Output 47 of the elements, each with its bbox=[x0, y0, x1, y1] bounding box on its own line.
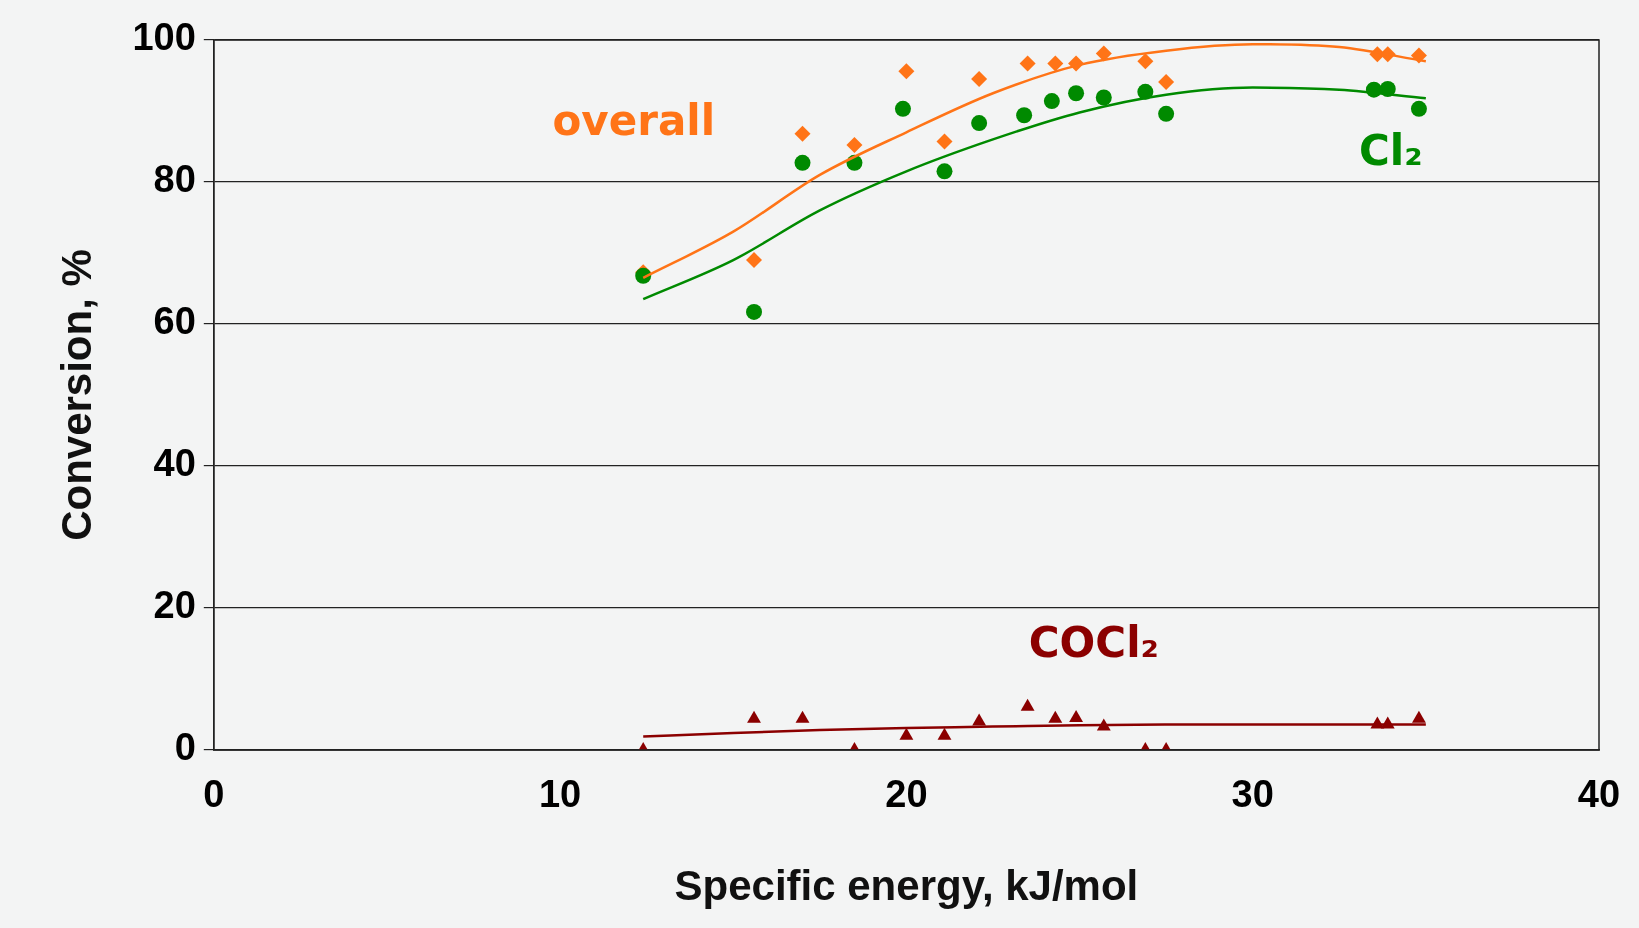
y-tick-label: 100 bbox=[132, 16, 196, 59]
point bbox=[936, 133, 953, 150]
point bbox=[746, 252, 763, 269]
point bbox=[899, 727, 914, 740]
x-axis-title: Specific energy, kJ/mol bbox=[674, 862, 1139, 910]
point bbox=[1069, 710, 1084, 723]
point bbox=[1047, 55, 1064, 72]
point bbox=[1412, 710, 1426, 723]
y-tick-label: 20 bbox=[153, 584, 196, 627]
point bbox=[794, 154, 811, 171]
point bbox=[1043, 93, 1060, 110]
point bbox=[971, 115, 988, 132]
point bbox=[1095, 89, 1112, 106]
point bbox=[1048, 710, 1063, 723]
point bbox=[972, 713, 987, 726]
point bbox=[747, 710, 761, 723]
x-tick-label: 0 bbox=[203, 773, 225, 816]
point bbox=[1016, 107, 1033, 124]
series-label: Cl₂ bbox=[1358, 125, 1423, 175]
point bbox=[746, 303, 763, 320]
point bbox=[1020, 698, 1035, 711]
point bbox=[937, 727, 952, 740]
point bbox=[936, 163, 953, 180]
point bbox=[795, 710, 810, 723]
series-label: COCl₂ bbox=[1028, 618, 1159, 668]
y-axis-title: Conversion, % bbox=[52, 249, 100, 541]
x-tick-label: 10 bbox=[538, 773, 582, 816]
point bbox=[898, 63, 915, 80]
y-tick-label: 60 bbox=[153, 300, 196, 343]
point bbox=[971, 71, 988, 88]
point bbox=[1095, 45, 1112, 62]
point bbox=[794, 125, 811, 142]
point bbox=[846, 137, 863, 154]
x-tick-label: 40 bbox=[1577, 773, 1621, 816]
series-label: overall bbox=[552, 95, 716, 145]
point bbox=[1068, 85, 1085, 102]
y-tick-label: 80 bbox=[153, 158, 196, 201]
y-tick-label: 0 bbox=[174, 726, 196, 769]
point bbox=[1137, 53, 1154, 70]
y-tick-label: 40 bbox=[153, 442, 196, 485]
point bbox=[1158, 73, 1175, 90]
point bbox=[1410, 100, 1427, 117]
x-tick-label: 20 bbox=[885, 773, 928, 816]
x-tick-label: 30 bbox=[1231, 773, 1274, 816]
point bbox=[1158, 105, 1175, 122]
point bbox=[1019, 55, 1036, 72]
point bbox=[894, 100, 911, 117]
